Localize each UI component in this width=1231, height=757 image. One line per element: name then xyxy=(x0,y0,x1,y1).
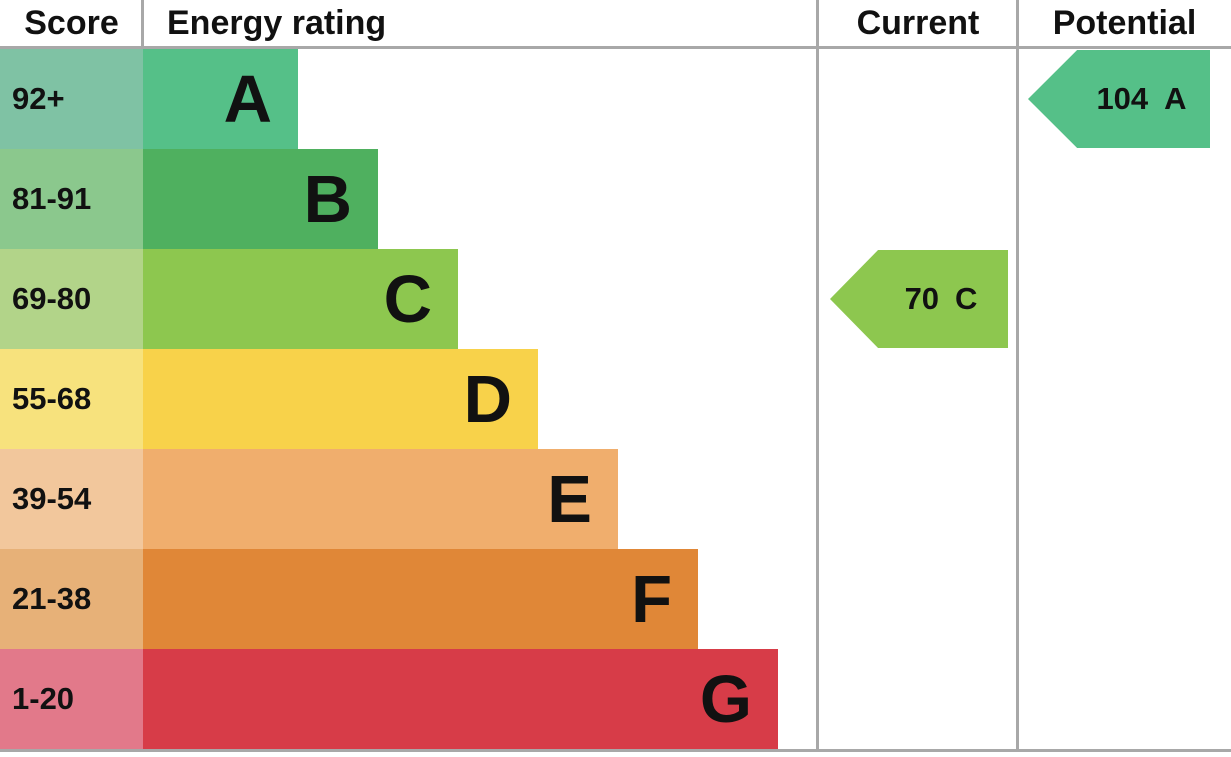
potential-score-value: 104 xyxy=(1096,81,1149,116)
band-letter: D xyxy=(463,361,512,437)
header-energy-rating: Energy rating xyxy=(167,3,387,42)
header-underline xyxy=(0,46,1231,49)
score-range-label: 21-38 xyxy=(12,581,92,616)
energy-band-bar-e: E xyxy=(143,449,618,549)
score-cell-f: 21-38 xyxy=(0,549,143,649)
score-cell-g: 1-20 xyxy=(0,649,143,749)
band-row-d: 55-68 D xyxy=(0,349,1231,449)
header-score: Score xyxy=(24,3,119,42)
score-range-label: 1-20 xyxy=(12,681,75,716)
score-cell-c: 69-80 xyxy=(0,249,143,349)
band-rows: 92+ A 81-91 B 69-80 C 55-68 D 39-54 E 21… xyxy=(0,49,1231,749)
score-cell-a: 92+ xyxy=(0,49,143,149)
band-row-f: 21-38 F xyxy=(0,549,1231,649)
header-current: Current xyxy=(856,3,980,42)
score-range-label: 39-54 xyxy=(12,481,92,516)
band-letter: E xyxy=(547,461,592,537)
energy-band-bar-a: A xyxy=(143,49,298,149)
score-range-label: 55-68 xyxy=(12,381,92,416)
band-letter: C xyxy=(383,261,432,337)
score-range-label: 92+ xyxy=(12,81,65,116)
band-letter: F xyxy=(631,561,672,637)
bottom-border xyxy=(0,749,1231,752)
score-cell-b: 81-91 xyxy=(0,149,143,249)
potential-column-divider xyxy=(1016,0,1019,749)
energy-band-bar-d: D xyxy=(143,349,538,449)
band-row-b: 81-91 B xyxy=(0,149,1231,249)
score-column-divider xyxy=(141,0,144,46)
header-potential: Potential xyxy=(1052,3,1197,42)
band-letter: B xyxy=(303,161,352,237)
band-row-c: 69-80 C xyxy=(0,249,1231,349)
score-range-label: 81-91 xyxy=(12,181,92,216)
current-score-value: 70 xyxy=(904,281,940,316)
energy-band-bar-g: G xyxy=(143,649,778,749)
energy-band-bar-b: B xyxy=(143,149,378,249)
current-column-divider xyxy=(816,0,819,749)
band-letter: G xyxy=(699,661,752,737)
potential-band-letter: A xyxy=(1164,81,1187,116)
score-cell-d: 55-68 xyxy=(0,349,143,449)
band-letter: A xyxy=(223,61,272,137)
energy-band-bar-f: F xyxy=(143,549,698,649)
energy-band-bar-c: C xyxy=(143,249,458,349)
score-range-label: 69-80 xyxy=(12,281,92,316)
band-row-g: 1-20 G xyxy=(0,649,1231,749)
band-row-e: 39-54 E xyxy=(0,449,1231,549)
score-cell-e: 39-54 xyxy=(0,449,143,549)
band-row-a: 92+ A xyxy=(0,49,1231,149)
current-band-letter: C xyxy=(955,281,978,316)
